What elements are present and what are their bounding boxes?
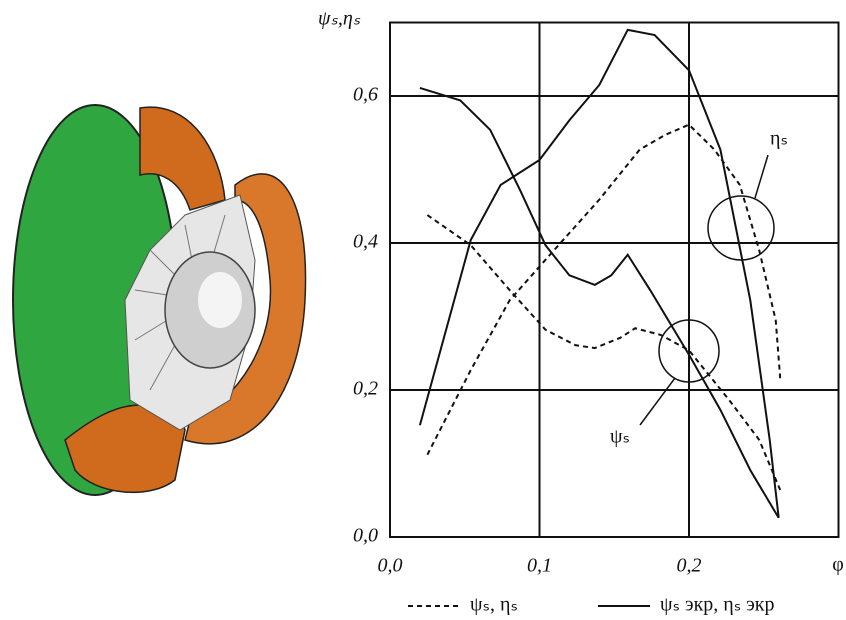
line-series (418, 28, 780, 519)
annotation: ηₛ (770, 128, 788, 150)
y-axis-label: ψₛ,ηₛ (318, 8, 361, 30)
y-tick-label: 0,0 (353, 525, 378, 547)
x-tick-label: 0,2 (677, 555, 702, 577)
y-tick-label: 0,4 (353, 231, 378, 253)
x-tick-label: 0,1 (527, 555, 552, 577)
line-series (419, 86, 780, 519)
line-series (426, 123, 782, 456)
fan-illustration (12, 104, 307, 496)
line-series (426, 214, 782, 491)
x-tick-label: 0,0 (378, 555, 403, 577)
x-axis-label: φ (832, 554, 844, 576)
y-tick-label: 0,6 (353, 84, 378, 106)
annotation: ψₛ (610, 426, 630, 448)
y-tick-label: 0,2 (353, 378, 378, 400)
legend-label: ψₛ, ηₛ (470, 594, 518, 616)
legend-label: ψₛ экр, ηₛ экр (660, 594, 775, 616)
